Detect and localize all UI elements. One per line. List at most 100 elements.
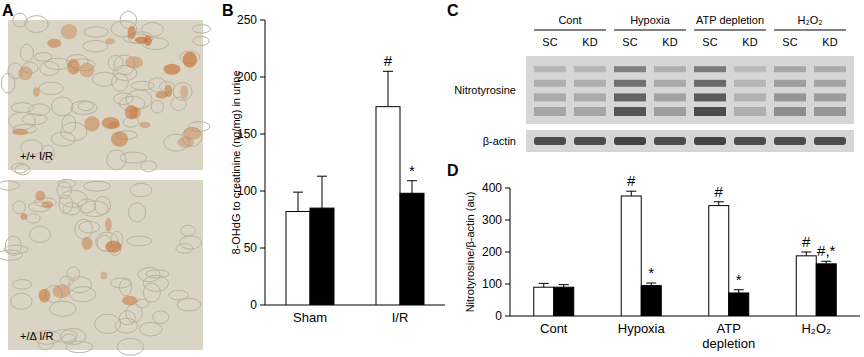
cell	[78, 102, 94, 111]
significance-mark: #,*	[817, 242, 836, 259]
cell	[25, 16, 48, 33]
blot-band	[694, 137, 726, 145]
cell	[40, 61, 59, 75]
blot-band	[534, 93, 566, 101]
error-cap	[714, 201, 724, 202]
significance-mark: #	[802, 233, 811, 250]
y-tick	[260, 305, 265, 306]
blot-lane: SC	[702, 36, 717, 48]
cell	[119, 311, 135, 325]
cell	[181, 225, 196, 236]
stain	[183, 127, 201, 140]
y-tick-label: 0	[495, 309, 502, 323]
stain	[122, 296, 137, 306]
significance-mark: *	[409, 162, 415, 179]
blot-band	[654, 107, 686, 116]
cell	[13, 201, 26, 214]
cell	[139, 322, 162, 335]
cell	[107, 150, 126, 170]
stain	[79, 63, 94, 78]
bar	[310, 208, 334, 305]
y-tick-label: 100	[482, 277, 502, 291]
micrograph: +/Δ I/R	[0, 179, 203, 355]
x-tick-label: ATPdepletion	[702, 321, 755, 351]
blot-row-label: β-actin	[483, 135, 516, 147]
blot-band	[654, 93, 686, 101]
blot-band	[654, 80, 686, 87]
y-tick	[505, 252, 510, 253]
significance-mark: #	[715, 183, 724, 200]
y-tick-label: 0	[250, 298, 257, 312]
figure: ABCD+/+ I/R+/Δ I/RContSCKDHypoxiaSCKDATP…	[0, 0, 864, 357]
stain	[111, 131, 128, 146]
x-tick-label: Sham	[293, 310, 327, 325]
stain	[35, 191, 45, 201]
blot-lane: KD	[582, 36, 597, 48]
group-line	[614, 30, 686, 31]
blot-band	[534, 66, 566, 72]
error-cap	[539, 283, 549, 284]
y-axis-label: Nitrotyrosine/β-actin (au)	[464, 192, 476, 313]
significance-mark: #	[627, 172, 636, 189]
cell	[78, 199, 96, 213]
cell	[11, 103, 33, 113]
blot-band	[814, 66, 846, 72]
bars	[286, 71, 424, 305]
cell	[131, 81, 154, 89]
stain	[39, 289, 51, 303]
group-line	[534, 30, 606, 31]
blot-band	[774, 93, 806, 101]
stain	[102, 117, 120, 129]
blot-band	[614, 93, 646, 101]
stain	[53, 284, 71, 298]
cell	[108, 55, 123, 70]
cell	[151, 100, 163, 113]
blot-band	[774, 80, 806, 87]
y-tick-label: 250	[237, 13, 257, 27]
blot-band	[574, 80, 606, 87]
cell	[51, 132, 75, 146]
significance-mark: *	[736, 271, 742, 288]
stain	[47, 39, 61, 48]
cell	[128, 203, 145, 222]
stain	[12, 129, 28, 135]
cell	[0, 181, 19, 190]
cell	[120, 11, 137, 28]
cell	[63, 203, 80, 215]
bar	[641, 286, 661, 316]
cell	[62, 115, 76, 133]
error-cap	[801, 252, 811, 253]
blot-lane: KD	[822, 36, 837, 48]
group-line	[774, 30, 846, 31]
error-cap	[317, 176, 327, 177]
stain	[128, 26, 136, 40]
blot-band	[734, 137, 766, 145]
cell	[84, 181, 110, 191]
cell	[70, 287, 96, 302]
cell	[84, 27, 108, 37]
cell	[94, 196, 110, 214]
stain	[125, 105, 138, 119]
cell	[68, 277, 91, 293]
cell	[120, 279, 132, 296]
blot-band	[574, 107, 606, 116]
y-tick	[260, 134, 265, 135]
error-cap	[383, 71, 393, 72]
panel-letter: C	[447, 2, 459, 19]
cell	[95, 314, 121, 333]
y-tick-label: 300	[482, 213, 502, 227]
blot-band	[534, 137, 566, 145]
y-tick-label: 50	[244, 241, 258, 255]
blot-band	[654, 66, 686, 72]
stain	[67, 59, 79, 75]
micrograph-bg	[8, 20, 203, 170]
y-tick	[260, 248, 265, 249]
cell	[141, 161, 157, 172]
blot-band	[694, 66, 726, 72]
stain	[105, 218, 112, 232]
bars	[534, 191, 837, 316]
stain	[156, 91, 168, 98]
blot-band	[614, 107, 646, 116]
cell	[142, 23, 164, 37]
western-blot: ContSCKDHypoxiaSCKDATP depletionSCKDH₂O₂…	[454, 14, 854, 152]
